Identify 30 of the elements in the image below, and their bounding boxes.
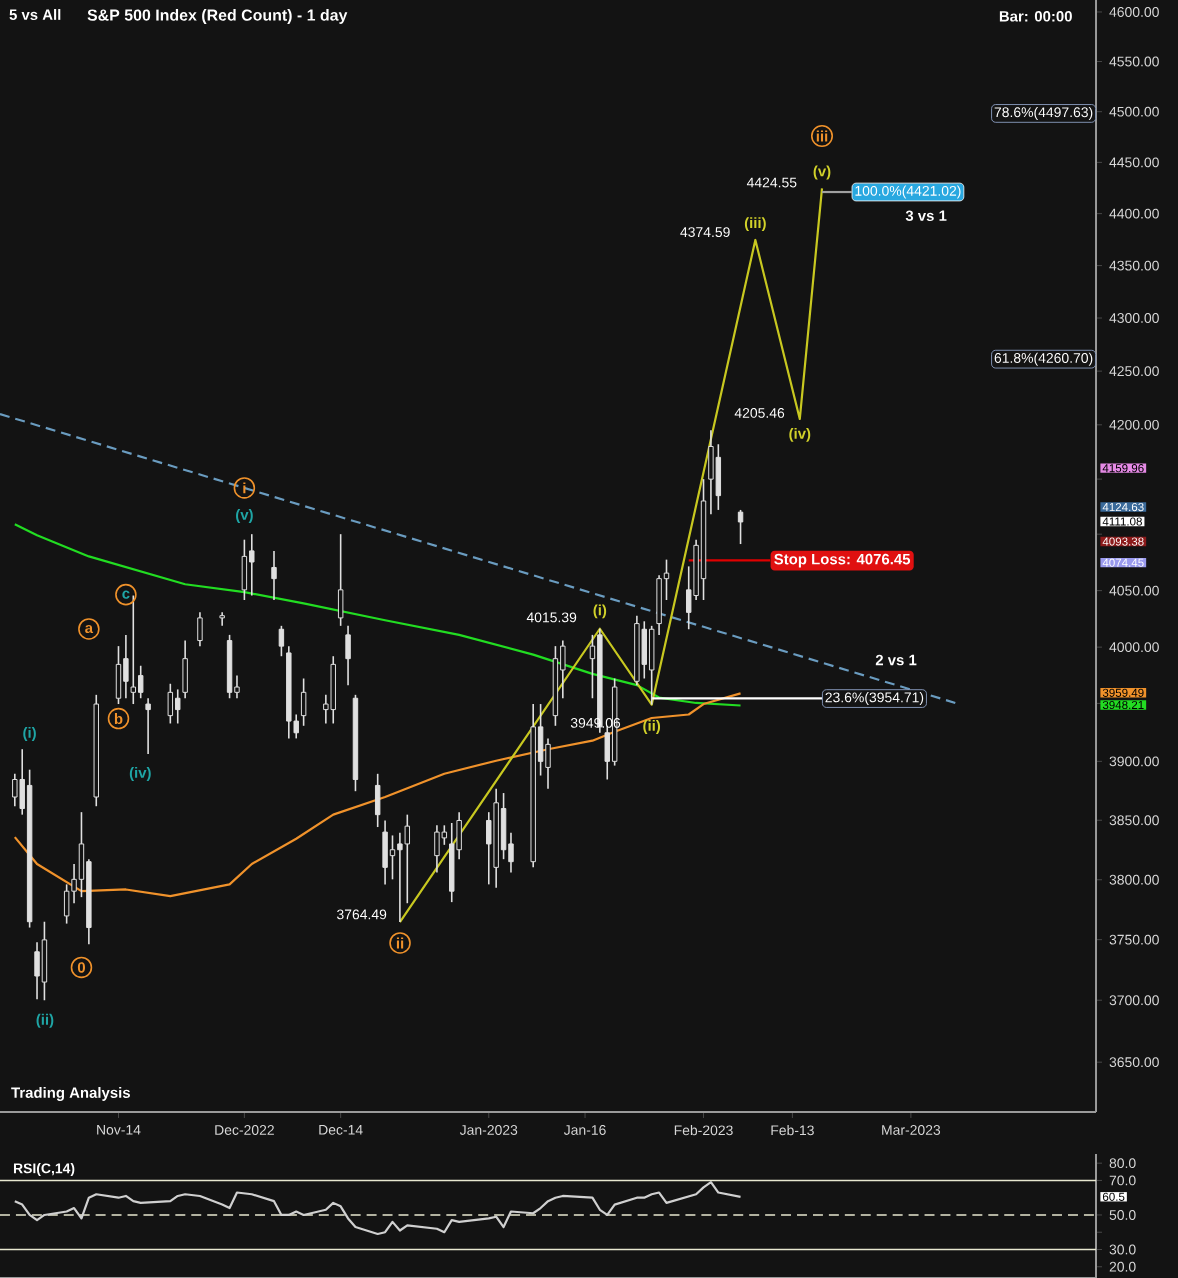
candlestick: [374, 773, 381, 828]
line-series: [13, 692, 742, 898]
candlestick: [115, 645, 122, 705]
candlestick: [397, 832, 403, 923]
candlestick: [389, 834, 396, 881]
candlestick: [41, 920, 48, 1002]
candlestick: [12, 773, 18, 808]
candlestick: [219, 611, 225, 627]
candlestick: [278, 625, 285, 658]
candlestick: [500, 792, 507, 860]
candlestick: [34, 941, 40, 1001]
candlestick: [641, 620, 647, 680]
line-series: [13, 523, 742, 707]
candlestick: [345, 625, 351, 686]
line-series: [13, 1181, 742, 1236]
candlestick: [330, 655, 336, 725]
candlestick: [300, 677, 307, 727]
candlestick: [241, 538, 248, 601]
candlestick: [137, 664, 144, 700]
candlestick: [167, 682, 174, 725]
candlestick: [271, 550, 277, 601]
candlestick: [737, 509, 744, 545]
candlestick: [382, 819, 388, 886]
candlestick: [249, 533, 255, 597]
candlestick: [434, 824, 440, 874]
candlestick: [130, 594, 137, 705]
candlestick: [145, 697, 151, 755]
candlestick: [708, 429, 714, 516]
candlestick: [337, 533, 344, 627]
candlestick: [197, 611, 203, 647]
